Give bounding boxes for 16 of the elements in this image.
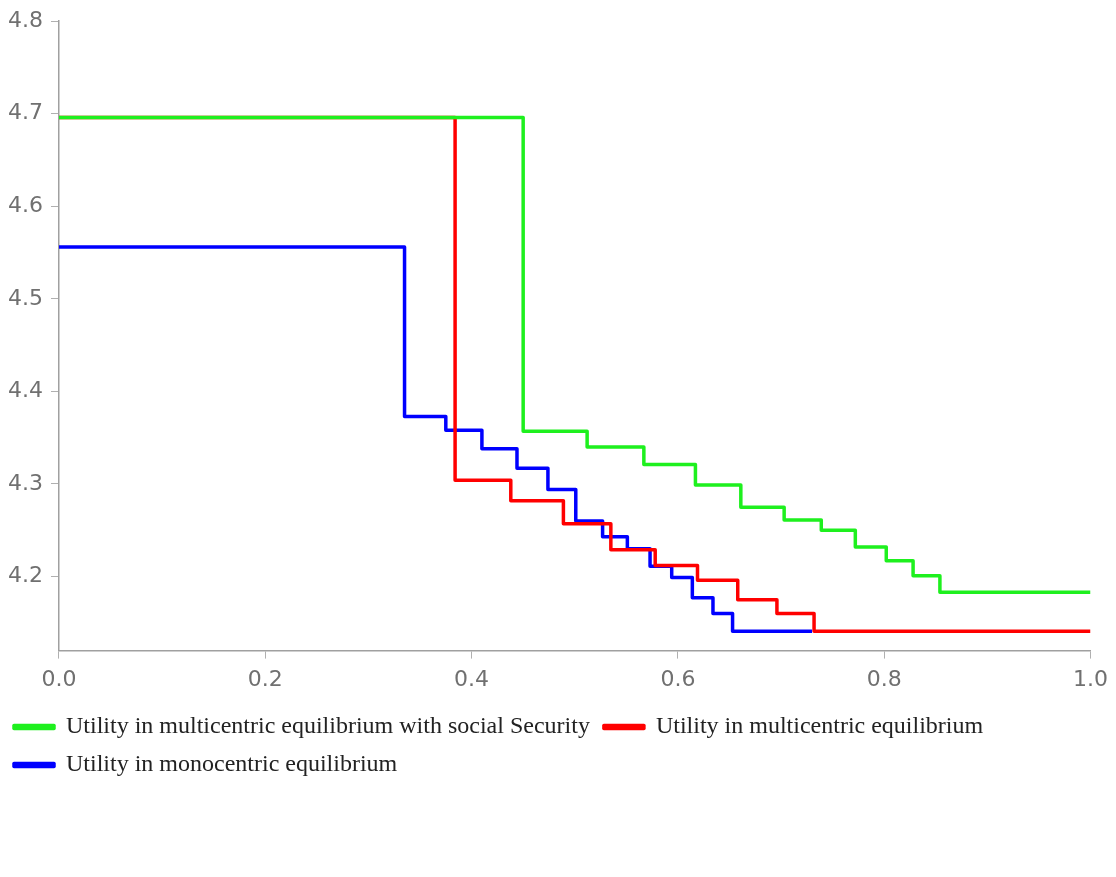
legend-label: Utility in multicentric equilibrium with social Security [66, 712, 590, 739]
y-tick-label: 4.8 [7, 6, 43, 32]
y-tick-label: 4.2 [7, 562, 43, 588]
x-tick-label: 0.8 [866, 665, 902, 691]
x-tick-label: 0.4 [454, 665, 490, 691]
y-tick-label: 4.5 [7, 284, 43, 310]
y-tick-label: 4.7 [7, 99, 43, 125]
y-tick-label: 4.4 [7, 377, 43, 403]
y-tick-label: 4.6 [7, 192, 43, 218]
legend-label: Utility in monocentric equilibrium [66, 750, 398, 777]
x-tick-label: 0.2 [247, 665, 283, 691]
legend-label: Utility in multicentric equilibrium [655, 712, 984, 739]
x-tick-label: 0.0 [41, 665, 77, 691]
y-tick-label: 4.3 [7, 469, 43, 495]
x-tick-label: 0.6 [660, 665, 696, 691]
x-tick-label: 1.0 [1073, 665, 1109, 691]
